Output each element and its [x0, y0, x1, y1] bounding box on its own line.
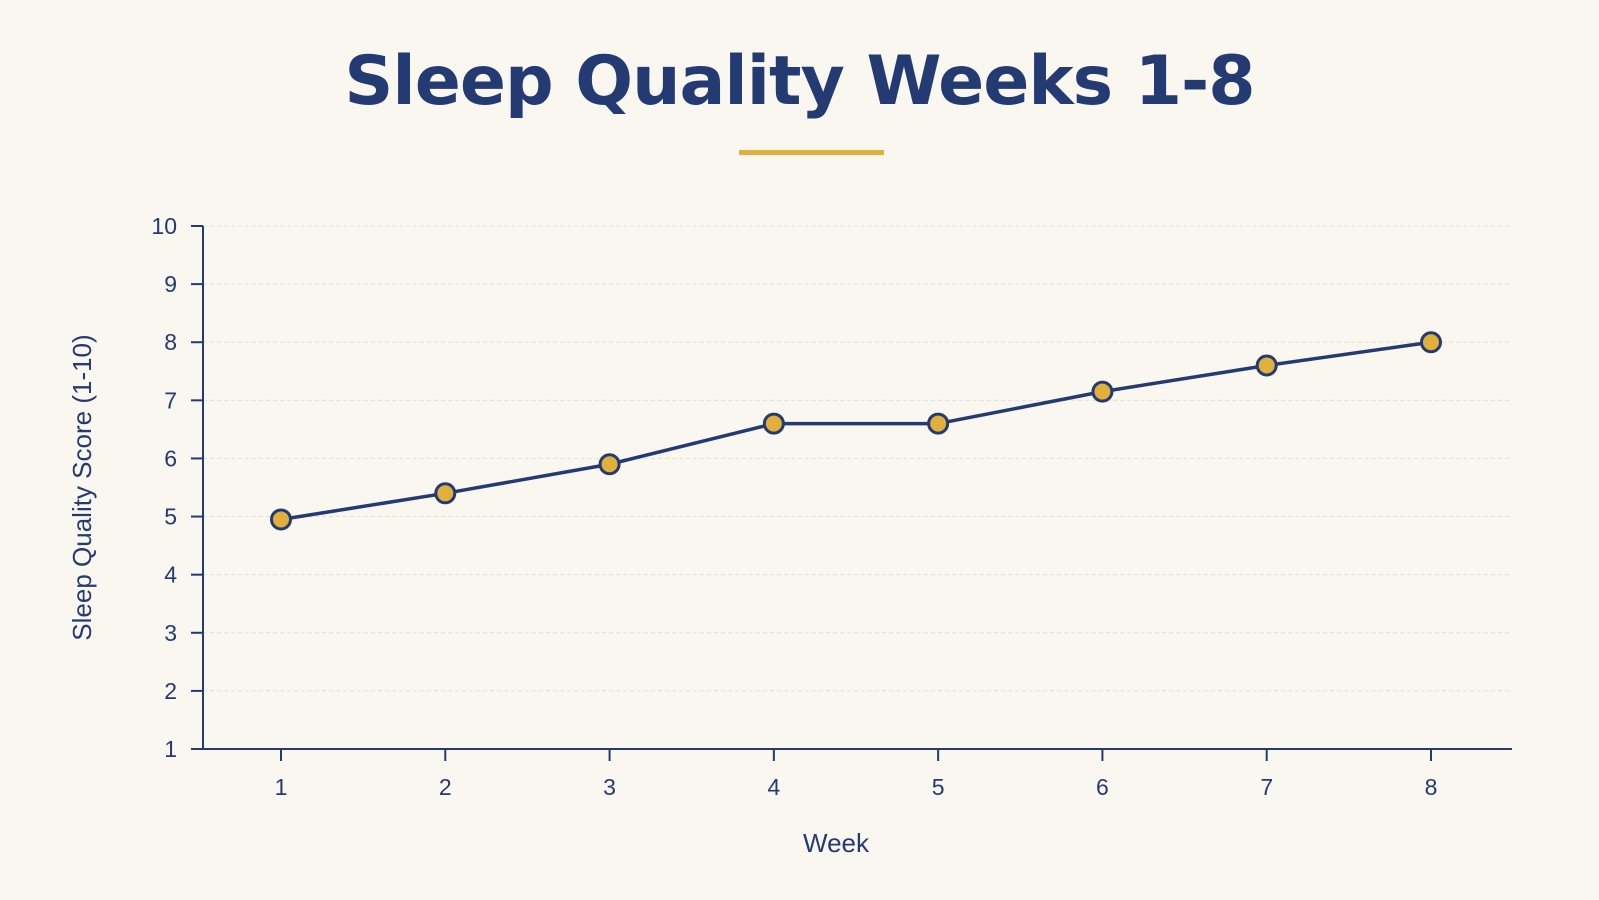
y-tick-label: 6	[164, 445, 177, 471]
y-tick-label: 10	[151, 213, 177, 239]
y-tick-label: 3	[164, 620, 177, 646]
y-tick-label: 8	[164, 329, 177, 355]
data-point	[598, 453, 621, 476]
data-point	[270, 508, 292, 531]
y-axis-title: Sleep Quality Score (1-10)	[67, 334, 97, 640]
chart-title: Sleep Quality Weeks 1-8	[344, 42, 1255, 121]
data-point	[1420, 331, 1442, 354]
x-tick-label: 2	[439, 774, 452, 800]
x-tick-label: 5	[932, 774, 945, 800]
x-tick-label: 1	[275, 774, 288, 800]
y-tick-label: 4	[164, 562, 177, 588]
data-point	[762, 412, 785, 435]
x-axis-title: Week	[803, 828, 870, 858]
data-point	[927, 412, 950, 435]
x-tick-label: 4	[767, 774, 780, 800]
x-tick-label: 3	[603, 774, 616, 800]
x-tick-label: 6	[1096, 774, 1109, 800]
data-point	[1091, 380, 1114, 403]
y-tick-label: 2	[164, 678, 177, 704]
y-tick-label: 7	[164, 387, 177, 413]
data-point	[434, 482, 457, 505]
series-line	[279, 340, 1433, 522]
y-tick-label: 1	[164, 736, 177, 762]
data-point	[1255, 354, 1278, 377]
y-tick-label: 9	[164, 271, 177, 297]
x-tick-label: 7	[1260, 774, 1273, 800]
y-tick-label: 5	[164, 504, 177, 530]
x-tick-label: 8	[1425, 774, 1438, 800]
title-underline	[739, 150, 884, 155]
